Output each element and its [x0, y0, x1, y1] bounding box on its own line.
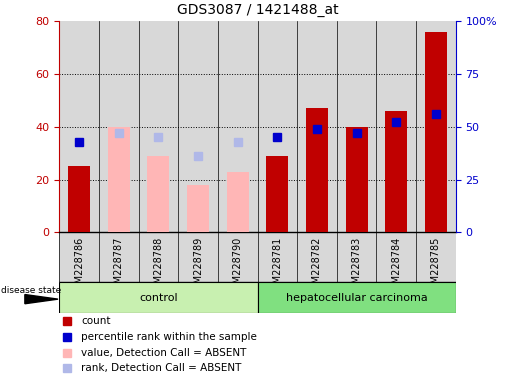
Text: GSM228790: GSM228790: [233, 236, 243, 296]
Bar: [218, 232, 258, 282]
Text: GSM228789: GSM228789: [193, 236, 203, 296]
Bar: [68, 166, 90, 232]
FancyBboxPatch shape: [258, 282, 456, 313]
Text: GSM228781: GSM228781: [272, 236, 282, 296]
Bar: [337, 232, 376, 282]
Bar: [108, 127, 130, 232]
Bar: [376, 232, 416, 282]
Bar: [59, 232, 99, 282]
Bar: [59, 21, 99, 232]
Bar: [178, 21, 218, 232]
Bar: [178, 232, 218, 282]
Text: value, Detection Call = ABSENT: value, Detection Call = ABSENT: [81, 348, 246, 358]
Bar: [258, 21, 297, 232]
Bar: [227, 172, 249, 232]
Text: hepatocellular carcinoma: hepatocellular carcinoma: [286, 293, 427, 303]
Bar: [297, 21, 337, 232]
Text: GSM228788: GSM228788: [153, 236, 163, 296]
Title: GDS3087 / 1421488_at: GDS3087 / 1421488_at: [177, 3, 338, 17]
Text: percentile rank within the sample: percentile rank within the sample: [81, 332, 257, 342]
Bar: [187, 185, 209, 232]
Bar: [218, 21, 258, 232]
Text: GSM228785: GSM228785: [431, 236, 441, 296]
Bar: [306, 108, 328, 232]
Text: control: control: [139, 293, 178, 303]
FancyBboxPatch shape: [59, 282, 258, 313]
Bar: [139, 21, 178, 232]
Bar: [266, 156, 288, 232]
Bar: [346, 127, 368, 232]
Text: GSM228784: GSM228784: [391, 236, 401, 296]
Text: disease state: disease state: [1, 286, 61, 295]
Bar: [297, 232, 337, 282]
Bar: [416, 232, 456, 282]
Text: rank, Detection Call = ABSENT: rank, Detection Call = ABSENT: [81, 363, 242, 373]
Bar: [147, 156, 169, 232]
Bar: [99, 232, 139, 282]
Bar: [385, 111, 407, 232]
Bar: [258, 232, 297, 282]
Text: GSM228783: GSM228783: [352, 236, 362, 296]
Polygon shape: [25, 295, 58, 304]
Text: GSM228782: GSM228782: [312, 236, 322, 296]
Bar: [376, 21, 416, 232]
Bar: [337, 21, 376, 232]
Bar: [139, 232, 178, 282]
Text: count: count: [81, 316, 111, 326]
Bar: [99, 21, 139, 232]
Text: GSM228786: GSM228786: [74, 236, 84, 296]
Bar: [416, 21, 456, 232]
Text: GSM228787: GSM228787: [114, 236, 124, 296]
Bar: [425, 31, 447, 232]
